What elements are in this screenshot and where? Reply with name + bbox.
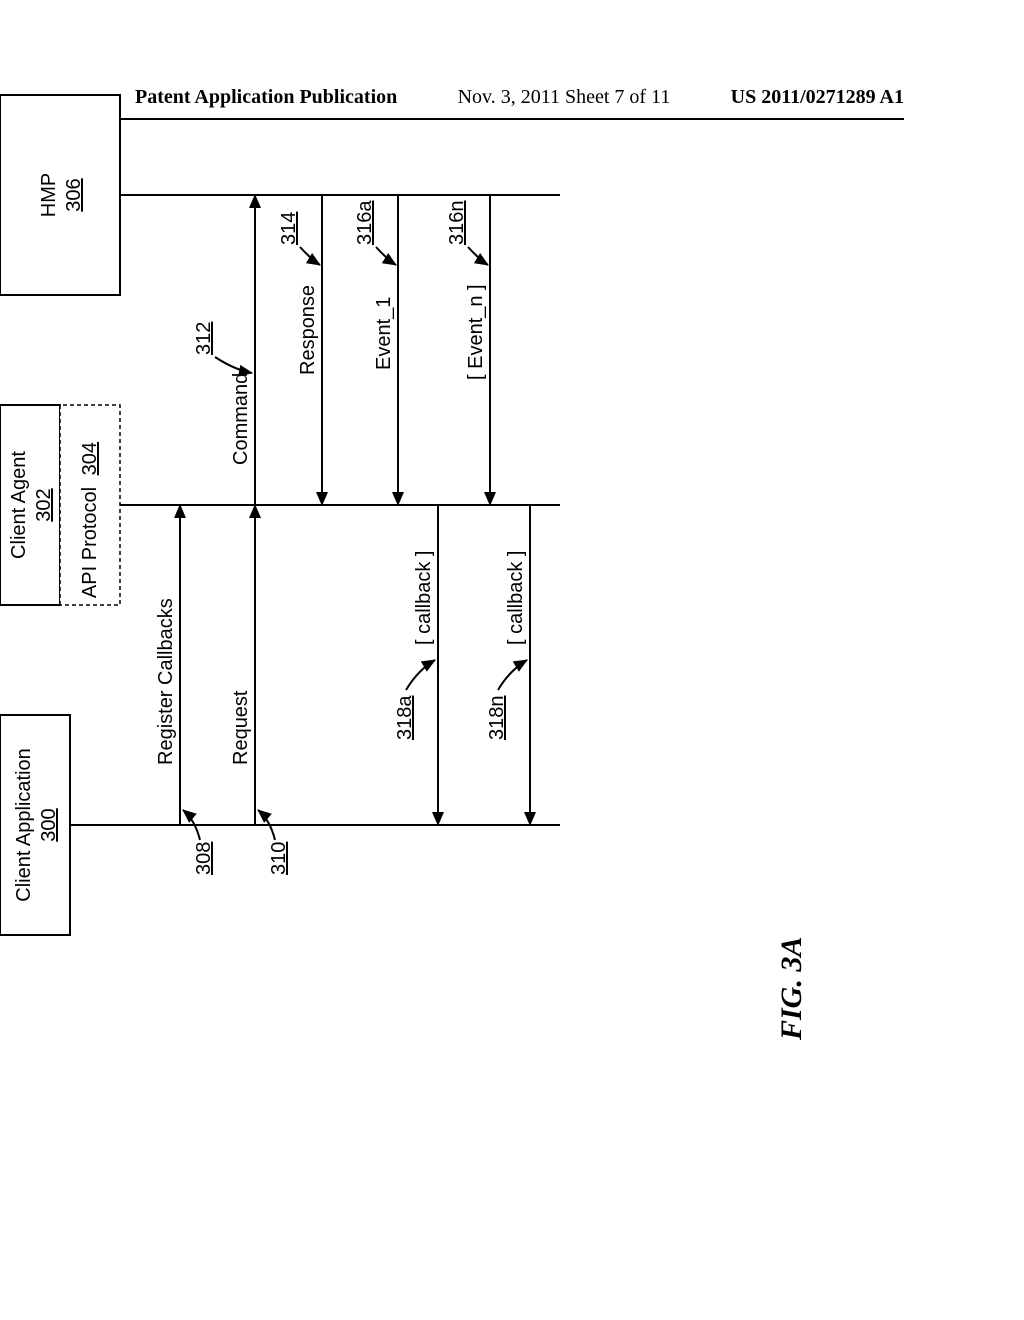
client-app-label: Client Application — [13, 748, 35, 901]
client-app-ref: 300 — [38, 808, 60, 841]
ref-318a-pointer — [406, 660, 435, 690]
callback1-label: [ callback ] — [413, 551, 435, 645]
callbackn-label: [ callback ] — [505, 551, 527, 645]
callback1-ref: 318a — [394, 695, 416, 740]
api-protocol-label: API Protocol 304 — [79, 442, 101, 598]
hmp-ref: 306 — [63, 178, 85, 211]
command-label: Command — [230, 373, 252, 465]
register-callbacks-ref: 308 — [193, 842, 215, 875]
ref-316n-pointer — [468, 247, 488, 265]
figure-caption: FIG. 3A — [775, 937, 809, 1040]
response-ref: 314 — [278, 212, 300, 245]
ref-316a-pointer — [376, 247, 396, 265]
hmp-label: HMP — [38, 173, 60, 217]
api-protocol-text: API Protocol — [79, 487, 101, 598]
command-ref: 312 — [193, 322, 215, 355]
register-callbacks-label: Register Callbacks — [155, 598, 177, 765]
ref-314-pointer — [300, 247, 320, 265]
client-agent-label: Client Agent — [8, 451, 30, 559]
request-label: Request — [230, 690, 252, 765]
api-protocol-ref: 304 — [79, 442, 101, 475]
client-agent-ref: 302 — [33, 488, 55, 521]
hmp-box — [0, 95, 120, 295]
callbackn-ref: 318n — [486, 696, 508, 741]
request-ref: 310 — [268, 842, 290, 875]
sequence-diagram: Client Application 300 Client Agent 302 … — [0, 355, 850, 935]
eventn-ref: 316n — [446, 201, 468, 246]
eventn-label: [ Event_n ] — [465, 284, 487, 380]
ref-318n-pointer — [498, 660, 527, 690]
event1-label: Event_1 — [373, 297, 395, 370]
header-patent-number: US 2011/0271289 A1 — [731, 86, 904, 109]
response-label: Response — [297, 285, 319, 375]
ref-312-pointer — [215, 357, 252, 373]
event1-ref: 316a — [354, 200, 376, 245]
